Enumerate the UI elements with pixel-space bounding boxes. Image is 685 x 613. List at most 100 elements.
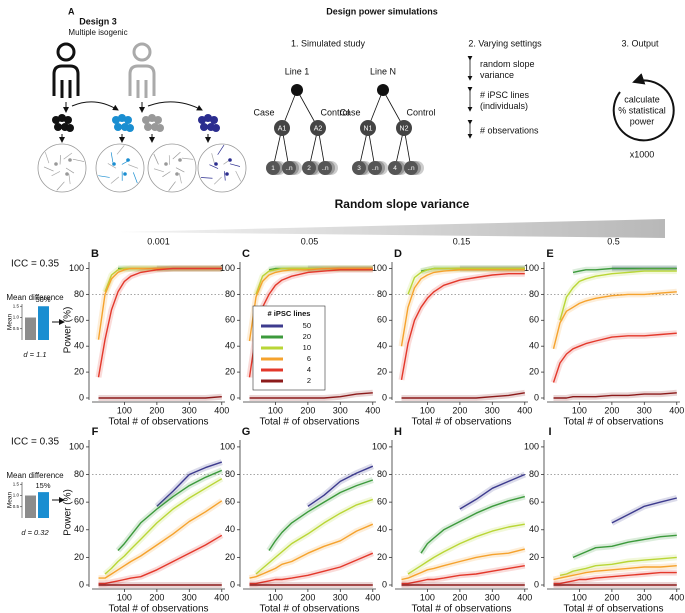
arrow [147,101,203,111]
x-tick-label: 400 [214,592,229,602]
sample-node [404,161,418,175]
series-line [98,534,223,585]
panel-letter: E [546,248,553,260]
x-tick-label: 300 [485,405,500,415]
cell [126,124,134,132]
y-tick-label: 20 [529,366,539,376]
section-title: Random slope variance [335,197,470,211]
y-tick-label: 60 [225,315,235,325]
arrows [59,101,211,143]
x-axis-label: Total # of observations [411,417,511,428]
legend-label: 6 [307,354,311,363]
legend-label: 2 [307,376,311,385]
confidence-band [550,288,678,350]
confidence-band [610,495,678,526]
soma [225,172,229,176]
y-tick-label: 100 [69,441,84,451]
y-tick-label: 80 [225,469,235,479]
loop-arrow [612,73,675,142]
series-line [552,332,677,383]
series-line [104,478,223,575]
sample-label: 1 [271,165,275,172]
sample-node [318,161,332,175]
series-line [255,498,374,575]
inset-tick-label: 0.5 [13,326,20,331]
y-tick-label: 40 [74,524,84,534]
neurite [68,173,71,185]
y-tick-label: 40 [225,524,235,534]
x-tick-label: 200 [604,405,619,415]
y-tick-label: 100 [69,263,84,273]
sample-node [368,161,382,175]
y-tick-label: 60 [74,315,84,325]
neurite [72,158,85,162]
panel-letter: D [394,248,402,260]
x-tick-label: 400 [214,405,229,415]
y-tick-label: 60 [377,497,387,507]
y-tick-label: 20 [74,552,84,562]
series-line [249,552,374,585]
neurite [217,144,225,155]
series-line [572,267,677,274]
y-tick-label: 80 [377,469,387,479]
cell-clusters [52,114,220,132]
sample-label: 4 [393,165,397,172]
legend-label: 4 [307,365,311,374]
series-line [268,479,374,551]
inset-tick-label: 1.0 [13,315,20,320]
series-line [459,473,526,510]
group-node [396,120,412,136]
cell [144,123,152,131]
y-tick-label: 0 [79,579,84,589]
neurite [63,152,73,160]
series-line [559,556,677,576]
soma [178,158,182,162]
series-line [553,392,677,399]
neurite [168,181,176,191]
x-tick-label: 400 [365,592,380,602]
group-label: N1 [364,125,373,132]
neuron-cultures [37,143,247,193]
y-tick-label: 0 [382,579,387,589]
column-header: 0.001 [147,236,170,246]
line-label: Line 1 [285,66,310,76]
x-axis-label: Total # of observations [411,604,511,613]
sample-node [266,161,280,175]
y-axis-label: Power (%) [63,307,74,354]
inset-title: Mean difference [6,293,64,302]
x-tick-label: 400 [669,405,684,415]
series-line [98,500,223,579]
y-tick-label: 60 [225,497,235,507]
x-tick-label: 100 [117,592,132,602]
soma [112,162,116,166]
neurite [110,176,120,184]
panel-letter: F [92,426,99,438]
neurite [107,163,117,169]
soma [68,158,72,162]
inset-title: Mean difference [6,471,64,480]
sample-label: ..n [321,165,329,172]
y-tick-label: 40 [529,524,539,534]
x-tick-label: 300 [182,592,197,602]
x-tick-label: 400 [365,405,380,415]
soma [164,162,168,166]
x-tick-label: 300 [637,405,652,415]
x-tick-label: 300 [333,405,348,415]
person-head [56,42,76,62]
y-tick-label: 80 [529,469,539,479]
series-line [249,523,374,579]
variance-wedge [120,219,665,238]
case-label: Case [253,107,274,117]
x-tick-label: 300 [485,592,500,602]
series-line [249,392,373,399]
soma [126,158,130,162]
y-tick-label: 100 [220,441,235,451]
inset-x-label: d = 0.32 [21,528,49,537]
dish [37,143,87,193]
neurite [59,155,61,165]
person-body [128,64,156,98]
neurite [172,151,181,160]
series-line [97,267,222,378]
y-tick-label: 100 [524,263,539,273]
y-tick-label: 20 [377,366,387,376]
